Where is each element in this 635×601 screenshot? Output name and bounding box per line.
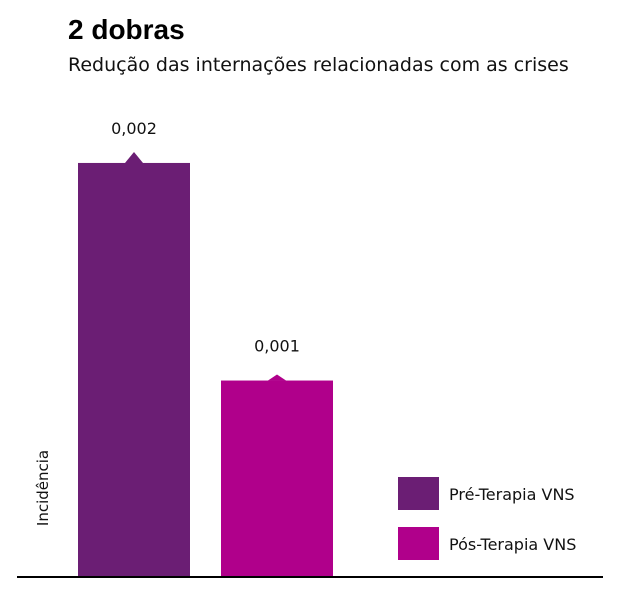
bar-pos-terapia	[221, 380, 333, 577]
bars-group	[78, 151, 333, 577]
legend-swatch-pre	[398, 477, 439, 510]
chart-title: 2 dobras	[68, 14, 185, 45]
data-label-pos: 0,001	[254, 337, 300, 356]
bar-pre-terapia	[78, 162, 190, 577]
data-labels-group: 0,002 0,001	[111, 119, 300, 356]
legend-swatch-pos	[398, 527, 439, 560]
legend-label-pre: Pré-Terapia VNS	[449, 485, 575, 504]
data-label-pre: 0,002	[111, 119, 157, 138]
legend: Pré-Terapia VNS Pós-Terapia VNS	[398, 477, 576, 560]
bar-marker-pos	[268, 374, 286, 381]
chart-subtitle: Redução das internações relacionadas com…	[68, 54, 569, 76]
bar-marker-pre	[125, 151, 143, 163]
y-axis-label: Incidência	[34, 450, 52, 526]
legend-label-pos: Pós-Terapia VNS	[449, 535, 576, 554]
